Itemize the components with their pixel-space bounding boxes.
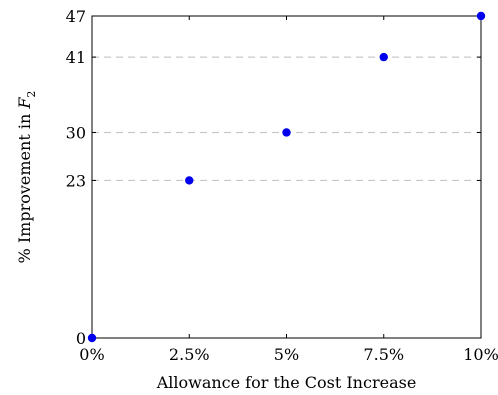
tick-marks	[91, 15, 482, 339]
y-tick-label-1: 23	[66, 171, 86, 190]
y-tick-label-2: 30	[66, 123, 86, 142]
data-points	[87, 11, 486, 343]
y-axis-title-variable: F	[15, 97, 34, 110]
x-tick-label-3: 7.5%	[363, 345, 404, 364]
data-point-4	[476, 11, 486, 21]
grid-lines	[92, 56, 481, 182]
y-axis-title-prefix: % Improvement in	[15, 109, 34, 264]
data-point-1	[185, 176, 194, 185]
y-tick-label-0: 0	[76, 329, 86, 348]
y-axis-title-subscript: 2	[25, 91, 38, 98]
y-axis-title: % Improvement in F2	[15, 91, 38, 264]
data-point-0	[87, 333, 97, 343]
x-tick-label-0: 0%	[79, 345, 104, 364]
x-axis-title: Allowance for the Cost Increase	[156, 373, 417, 392]
plot-frame	[91, 15, 482, 339]
data-point-3	[379, 52, 388, 62]
y-tick-label-3: 41	[66, 48, 86, 67]
tick-labels: 0 23 30 41 47 0% 2.5% 5% 7.5% 10%	[66, 7, 498, 364]
x-tick-label-4: 10%	[463, 345, 498, 364]
y-tick-label-4: 47	[66, 7, 86, 26]
data-point-2	[282, 128, 291, 137]
x-tick-label-2: 5%	[274, 345, 299, 364]
x-tick-label-1: 2.5%	[169, 345, 210, 364]
